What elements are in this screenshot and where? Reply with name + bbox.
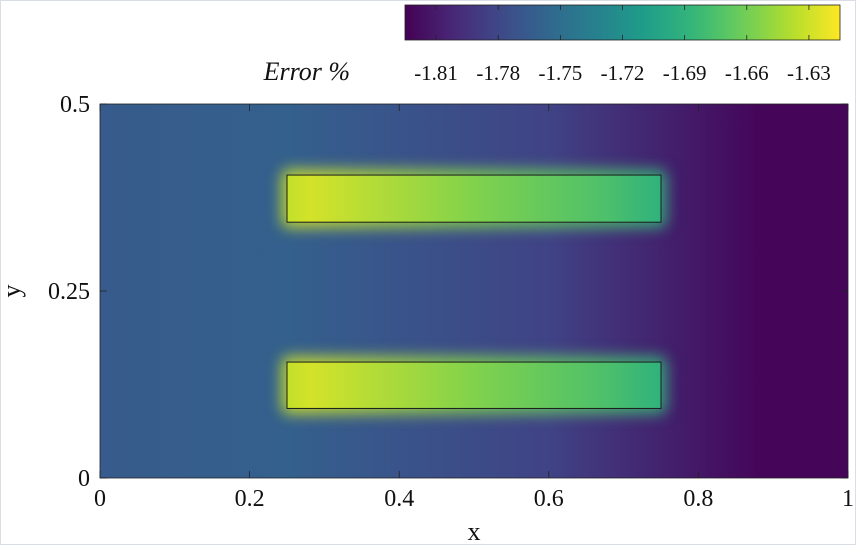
y-axis-label: y <box>0 285 26 298</box>
colorbar <box>404 4 841 41</box>
y-tick-label: 0.25 <box>48 279 90 305</box>
colorbar-label: Error % <box>263 57 350 86</box>
x-tick-label: 0.6 <box>534 486 564 512</box>
y-tick-label: 0.5 <box>60 92 90 118</box>
region-bar <box>286 174 662 223</box>
x-tick-label: 0 <box>94 486 106 512</box>
regions <box>286 174 662 409</box>
colorbar-ticks: -1.81 -1.78 -1.75 -1.72 -1.69 -1.66 -1.63 <box>414 5 831 85</box>
y-tick-label: 0 <box>78 466 90 492</box>
y-axis-ticks: 0 0.25 0.5 <box>48 92 848 492</box>
colorbar-tick-label: -1.78 <box>476 61 520 85</box>
colorbar-tick-label: -1.75 <box>538 61 582 85</box>
background-field <box>100 104 848 478</box>
plot-area <box>100 104 848 478</box>
x-tick-label: 0.2 <box>235 486 265 512</box>
x-tick-label: 0.4 <box>384 486 414 512</box>
colorbar-tick-label: -1.81 <box>414 61 458 85</box>
colorbar-tick-label: -1.72 <box>601 61 645 85</box>
colorbar-tick-label: -1.66 <box>725 61 769 85</box>
colorbar-tick-label: -1.69 <box>663 61 707 85</box>
colorbar-tick-label: -1.63 <box>787 61 831 85</box>
x-tick-label: 0.8 <box>683 486 713 512</box>
x-axis-ticks: 0 0.2 0.4 0.6 0.8 1 <box>94 104 854 512</box>
region-bar <box>286 361 662 409</box>
x-tick-label: 1 <box>842 486 854 512</box>
x-axis-label: x <box>468 517 481 546</box>
